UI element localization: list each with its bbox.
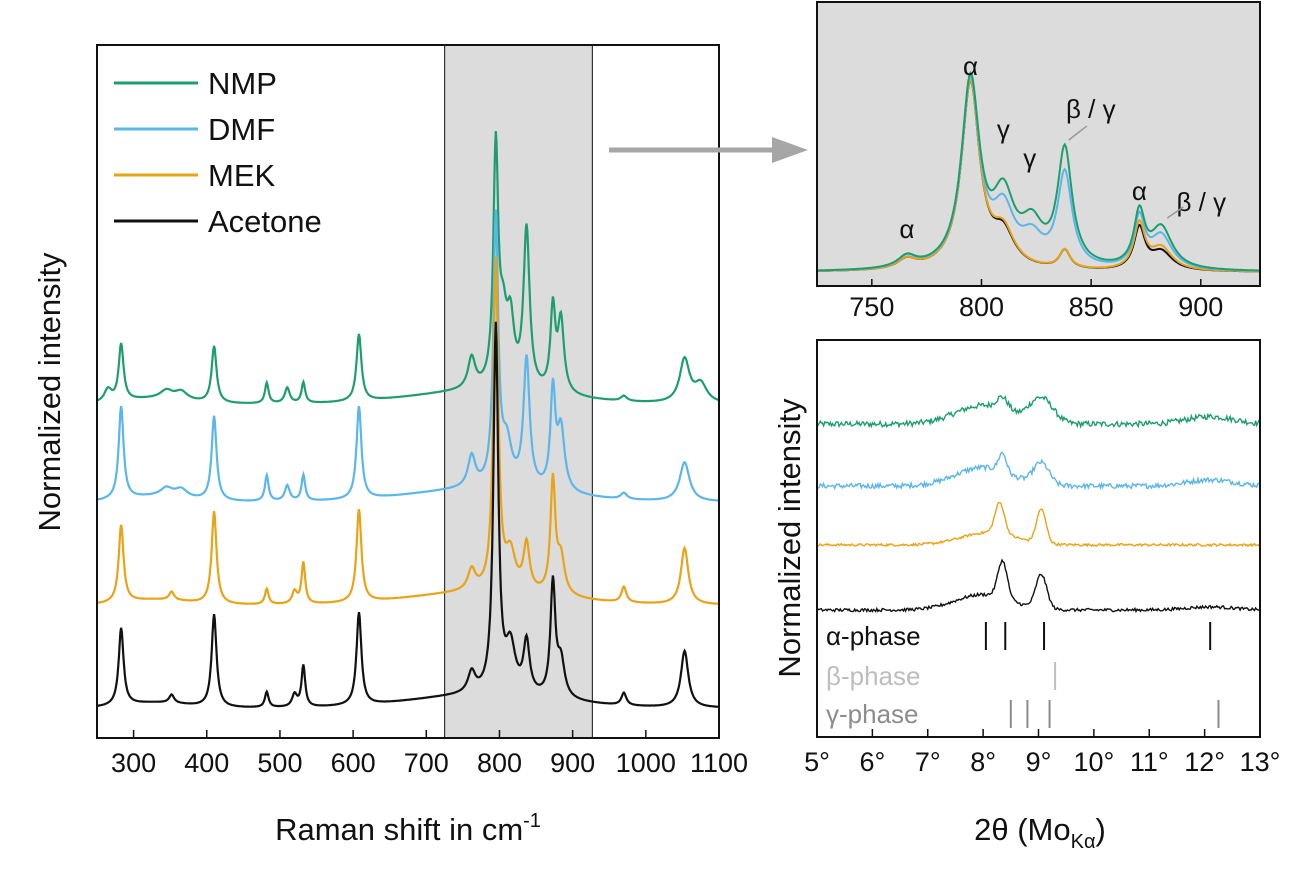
- xrd-panel: α-phase β-phase γ-phase 5° 6° 7° 8° 9° 10° 11° 12…: [772, 339, 1281, 853]
- phase-label--phase: α-phase: [826, 621, 921, 651]
- xrd-x-tick-label: 7°: [915, 747, 941, 777]
- raman-y-axis-label: Normalized intensity: [32, 252, 67, 532]
- xrd-x-tick-label: 10°: [1073, 747, 1114, 777]
- xrd-series-dmf: [817, 451, 1260, 491]
- xrd-x-tick-label: 6°: [859, 747, 885, 777]
- raman-panel: 300 400 500 600 700 800 900 1000 1100 NMP DMF ME…: [32, 44, 748, 847]
- zoom-series-mek: [817, 78, 1260, 273]
- legend-label-dmf: DMF: [208, 112, 275, 147]
- raman-x-axis-label-sup: -1: [523, 810, 541, 832]
- xrd-x-tick-label: 9°: [1026, 747, 1052, 777]
- xrd-series-acetone: [817, 558, 1260, 614]
- raman-x-axis-label: Raman shift in cm-1: [275, 810, 541, 847]
- raman-x-tick-label: 500: [257, 748, 302, 778]
- raman-legend: NMP DMF MEK Acetone: [114, 66, 322, 239]
- raman-series-mek: [97, 256, 719, 605]
- raman-series-acetone: [97, 321, 719, 708]
- zoom-peak-label: γ: [1023, 143, 1036, 173]
- zoom-x-tick-label: 750: [849, 292, 894, 322]
- zoom-panel: α α γγ β / γ α β / γ 750 800 850 900: [816, 1, 1261, 322]
- xrd-y-axis-label: Normalized intensity: [772, 398, 807, 678]
- legend-item-mek: MEK: [114, 158, 276, 193]
- raman-x-tick-label: 600: [331, 748, 376, 778]
- zoom-arrow: [609, 137, 808, 163]
- xrd-x-axis-label-sub: Kα: [1071, 831, 1096, 853]
- raman-series-nmp: [97, 131, 719, 404]
- legend-label-mek: MEK: [208, 158, 276, 193]
- xrd-x-axis-label-end: ): [1096, 812, 1106, 847]
- xrd-x-tick-label: 12°: [1184, 747, 1225, 777]
- zoom-peak-label: γ: [997, 114, 1010, 144]
- zoom-peak-label: α: [899, 214, 914, 244]
- raman-x-tick-label: 1100: [690, 748, 748, 778]
- xrd-series-mek: [817, 501, 1260, 548]
- xrd-series-nmp: [817, 394, 1260, 429]
- zoom-x-tick-label: 850: [1069, 292, 1114, 322]
- zoom-peak-label: β / γ: [1176, 187, 1226, 217]
- zoom-peak-label: α: [1132, 176, 1147, 206]
- zoom-plot-frame: [816, 1, 1261, 287]
- legend-label-nmp: NMP: [208, 66, 277, 101]
- zoom-series-nmp: [817, 71, 1260, 272]
- xrd-x-tick-label: 8°: [970, 747, 996, 777]
- legend-label-acetone: Acetone: [208, 204, 322, 239]
- raman-x-tick-label: 300: [111, 748, 156, 778]
- phase-label--phase: β-phase: [826, 661, 920, 691]
- phase-label--phase: γ-phase: [826, 699, 919, 729]
- zoom-arrow-head: [772, 137, 808, 163]
- xrd-x-tick-label: 11°: [1130, 747, 1169, 777]
- raman-x-tick-label: 800: [477, 748, 522, 778]
- zoom-x-tick-label: 800: [959, 292, 1004, 322]
- legend-item-nmp: NMP: [114, 66, 277, 101]
- zoom-annotation-leader: [1068, 125, 1088, 141]
- raman-x-tick-label: 900: [550, 748, 595, 778]
- xrd-x-tick-label: 5°: [804, 747, 830, 777]
- raman-x-tick-label: 1000: [616, 748, 676, 778]
- zoom-x-tick-label: 900: [1178, 292, 1223, 322]
- zoom-peak-label: α: [963, 51, 978, 81]
- zoom-annotation-leader: [1166, 206, 1184, 219]
- xrd-x-axis-label-main: 2θ (Mo: [974, 812, 1070, 847]
- raman-series-dmf: [97, 209, 719, 502]
- raman-shaded-region: [444, 45, 593, 738]
- xrd-x-tick-label: 13°: [1240, 747, 1281, 777]
- raman-plot-frame: [96, 44, 720, 739]
- raman-x-tick-label: 400: [184, 748, 229, 778]
- zoom-peak-label: β / γ: [1066, 94, 1116, 124]
- xrd-x-axis-label: 2θ (MoKα): [974, 812, 1106, 853]
- raman-x-axis-label-main: Raman shift in cm: [275, 812, 523, 847]
- raman-x-tick-label: 700: [404, 748, 449, 778]
- zoom-panel-background: [817, 2, 1260, 286]
- legend-item-acetone: Acetone: [114, 204, 322, 239]
- legend-item-dmf: DMF: [114, 112, 275, 147]
